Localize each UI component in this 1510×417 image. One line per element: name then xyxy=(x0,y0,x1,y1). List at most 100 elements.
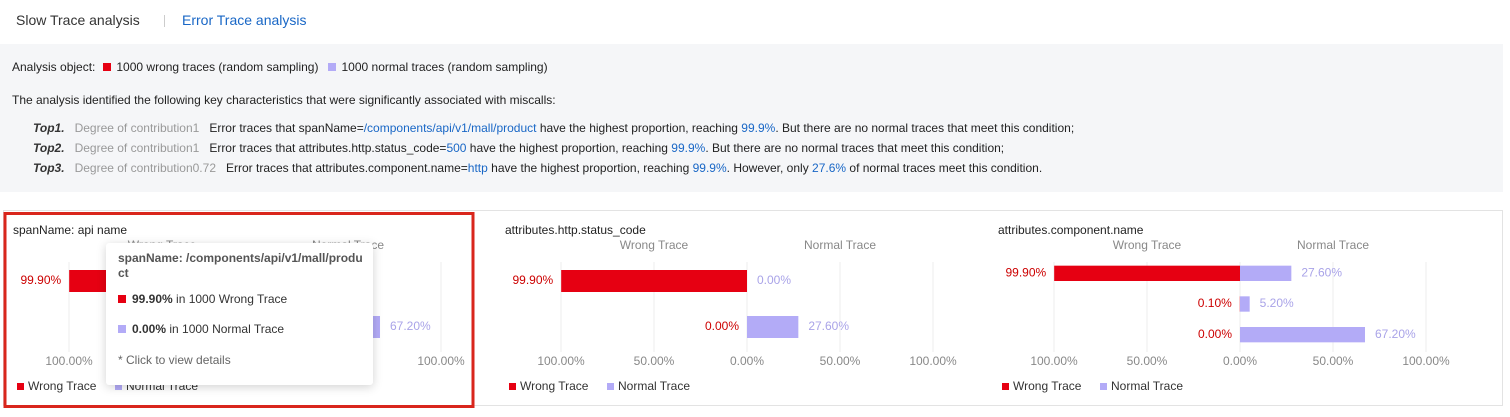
legend-label: Wrong Trace xyxy=(520,379,589,393)
x-tick-label: 100.00% xyxy=(417,354,465,368)
legend-label: Wrong Trace xyxy=(1013,379,1082,393)
text: have the highest proportion, reaching xyxy=(466,141,672,155)
top-text: Error traces that attributes.component.n… xyxy=(226,161,1042,175)
legend-swatch xyxy=(607,383,614,390)
tooltip-text: in 1000 Normal Trace xyxy=(166,322,285,336)
tooltip-title: spanName: /components/api/v1/mall/produc… xyxy=(118,251,363,280)
tooltip-swatch xyxy=(118,295,126,303)
value-label: 99.90% xyxy=(20,273,61,287)
value-label: 99.90% xyxy=(1005,266,1046,280)
text: . But there are no normal traces that me… xyxy=(705,141,1005,155)
legend-swatch xyxy=(1100,383,1107,390)
x-tick-label: 100.00% xyxy=(537,354,585,368)
text: Error traces that attributes.http.status… xyxy=(209,141,447,155)
bar xyxy=(747,316,799,338)
top-text: Error traces that spanName=/components/a… xyxy=(209,121,1074,135)
series-header: Wrong Trace xyxy=(620,238,689,252)
top-item: Top1. Degree of contribution1 Error traces… xyxy=(33,121,1074,135)
value-label: 27.60% xyxy=(808,319,849,333)
tooltip-text: in 1000 Wrong Trace xyxy=(172,292,288,306)
value-label: 0.00% xyxy=(757,273,791,287)
x-tick-label: 100.00% xyxy=(45,354,93,368)
x-tick-label: 0.00% xyxy=(730,354,764,368)
text: Error traces that attributes.component.n… xyxy=(226,161,468,175)
bar xyxy=(561,270,747,292)
contribution: Degree of contribution1 xyxy=(74,141,200,155)
legend-swatch xyxy=(17,383,24,390)
text: . However, only xyxy=(726,161,813,175)
text: . But there are no normal traces that me… xyxy=(775,121,1075,135)
tooltip-value: 0.00% xyxy=(132,322,167,336)
value-label: 67.20% xyxy=(390,319,431,333)
tooltip-swatch xyxy=(118,325,126,333)
legend-text: 1000 normal traces (random sampling) xyxy=(341,60,548,74)
tooltip-item: 99.90% in 1000 Wrong Trace xyxy=(118,292,287,306)
highlight: 500 xyxy=(446,141,467,155)
value-label: 0.00% xyxy=(705,319,739,333)
legend-swatch xyxy=(1002,383,1009,390)
text: have the highest proportion, reaching xyxy=(536,121,742,135)
x-tick-label: 50.00% xyxy=(820,354,861,368)
tab-separator xyxy=(164,15,165,27)
summary-panel xyxy=(0,44,1503,192)
value-label: 0.00% xyxy=(1198,327,1232,341)
tooltip-note: * Click to view details xyxy=(118,353,231,367)
tooltip-item: 0.00% in 1000 Normal Trace xyxy=(118,322,284,336)
legend-label: Normal Trace xyxy=(1111,379,1183,393)
highlight[interactable]: /components/api/v1/mall/product xyxy=(363,121,537,135)
x-tick-label: 50.00% xyxy=(634,354,675,368)
x-tick-label: 100.00% xyxy=(1030,354,1078,368)
chart-title: attributes.component.name xyxy=(998,223,1144,237)
highlight: 27.6% xyxy=(812,161,847,175)
value-label: 67.20% xyxy=(1375,327,1416,341)
legend-label: Wrong Trace xyxy=(28,379,97,393)
legend-swatch xyxy=(328,63,337,71)
tooltip: spanName: /components/api/v1/mall/produc… xyxy=(106,243,373,385)
selected-frame xyxy=(3,212,475,408)
analysis-object: Analysis object: 1000 wrong traces (rando… xyxy=(12,60,548,74)
series-header: Normal Trace xyxy=(804,238,876,252)
tooltip-value: 99.90% xyxy=(132,292,173,306)
highlight: 99.9% xyxy=(741,121,776,135)
text: have the highest proportion, reaching xyxy=(487,161,693,175)
object-label: Analysis object: xyxy=(12,60,96,74)
bar xyxy=(1054,265,1240,281)
x-tick-label: 50.00% xyxy=(1127,354,1168,368)
legend-text: 1000 wrong traces (random sampling) xyxy=(116,60,319,74)
contribution: Degree of contribution0.72 xyxy=(74,161,216,175)
bar xyxy=(1240,296,1250,312)
highlight: 99.9% xyxy=(671,141,706,155)
x-tick-label: 0.00% xyxy=(1223,354,1257,368)
top-rank: Top3. xyxy=(33,161,65,175)
x-tick-label: 50.00% xyxy=(1313,354,1354,368)
legend-swatch xyxy=(509,383,516,390)
intro: The analysis identified the following ke… xyxy=(12,93,556,107)
legend-label: Normal Trace xyxy=(618,379,690,393)
top-item: Top3. Degree of contribution0.72 Error tra… xyxy=(33,161,1042,175)
bar xyxy=(1240,265,1292,281)
x-tick-label: 100.00% xyxy=(909,354,957,368)
highlight: http xyxy=(467,161,488,175)
x-tick-label: 100.00% xyxy=(1402,354,1450,368)
value-label: 5.20% xyxy=(1260,296,1294,310)
top-text: Error traces that attributes.http.status… xyxy=(209,141,1004,155)
legend-swatch xyxy=(103,63,112,71)
legend-swatch xyxy=(115,383,122,390)
top-rank: Top1. xyxy=(33,121,65,135)
text: Error traces that spanName= xyxy=(209,121,364,135)
tab[interactable]: Slow Trace analysis xyxy=(16,12,140,28)
text: of normal traces meet this condition. xyxy=(846,161,1043,175)
top-item: Top2. Degree of contribution1 Error traces… xyxy=(33,141,1004,155)
value-label: 0.10% xyxy=(1198,296,1232,310)
chart-title: spanName: api name xyxy=(13,223,127,237)
series-header: Normal Trace xyxy=(1297,238,1369,252)
tab[interactable]: Error Trace analysis xyxy=(182,12,307,28)
highlight: 99.9% xyxy=(692,161,727,175)
bar xyxy=(1240,327,1365,343)
chart-title: attributes.http.status_code xyxy=(505,223,646,237)
value-label: 99.90% xyxy=(512,273,553,287)
contribution: Degree of contribution1 xyxy=(74,121,200,135)
series-header: Wrong Trace xyxy=(1113,238,1182,252)
top-rank: Top2. xyxy=(33,141,65,155)
